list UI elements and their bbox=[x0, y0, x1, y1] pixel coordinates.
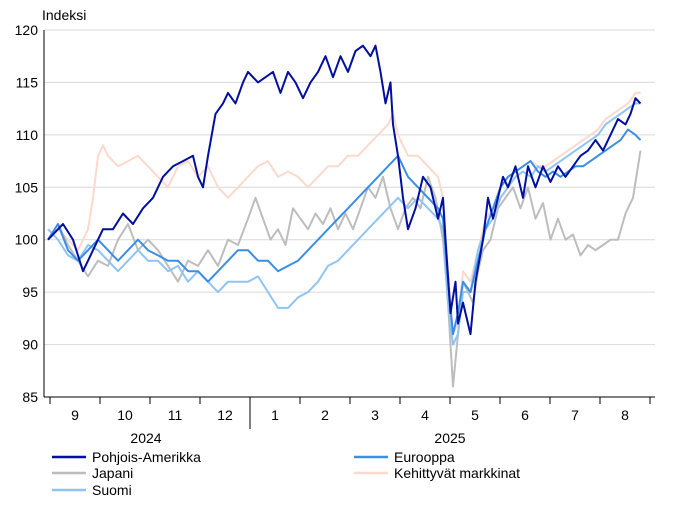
x-tick-label: 7 bbox=[571, 407, 579, 423]
series-line bbox=[47, 44, 642, 336]
x-tick-label: 8 bbox=[621, 407, 629, 423]
y-tick-label: 120 bbox=[15, 22, 39, 38]
y-tick-label: 115 bbox=[16, 74, 39, 90]
y-tick-label: 90 bbox=[22, 337, 38, 353]
gridlines bbox=[44, 29, 655, 398]
series-line bbox=[47, 128, 642, 336]
y-tick-label: 95 bbox=[22, 284, 38, 300]
year-label: 2025 bbox=[434, 430, 465, 446]
series-line bbox=[47, 102, 641, 346]
x-tick-label: 6 bbox=[521, 407, 529, 423]
x-tick-label: 12 bbox=[217, 407, 233, 423]
x-tick-label: 11 bbox=[168, 407, 183, 423]
x-tick-label: 3 bbox=[371, 407, 379, 423]
y-tick-label: 105 bbox=[15, 179, 39, 195]
y-tick-label: 110 bbox=[16, 127, 39, 143]
series-line bbox=[47, 150, 642, 388]
x-tick-label: 4 bbox=[421, 407, 429, 423]
legend-label: Eurooppa bbox=[394, 449, 455, 465]
y-tick-label: 85 bbox=[22, 389, 38, 405]
series-line bbox=[47, 91, 641, 336]
x-tick-label: 2 bbox=[321, 407, 329, 423]
legend-label: Suomi bbox=[92, 482, 132, 498]
y-axis-ticks: 85 90 95 100 105 110 115 120 bbox=[15, 22, 39, 405]
year-label: 2024 bbox=[130, 430, 161, 446]
x-tick-label: 5 bbox=[471, 407, 479, 423]
y-tick-label: 100 bbox=[15, 232, 39, 248]
series-lines bbox=[47, 44, 642, 388]
legend-label: Kehittyvät markkinat bbox=[394, 465, 520, 481]
x-tick-label: 9 bbox=[71, 407, 79, 423]
legend-label: Japani bbox=[92, 465, 133, 481]
x-tick-label: 10 bbox=[117, 407, 133, 423]
legend-label: Pohjois-Amerikka bbox=[92, 449, 201, 465]
x-tick-label: 1 bbox=[271, 407, 279, 423]
y-axis-unit-label: Indeksi bbox=[42, 7, 86, 23]
